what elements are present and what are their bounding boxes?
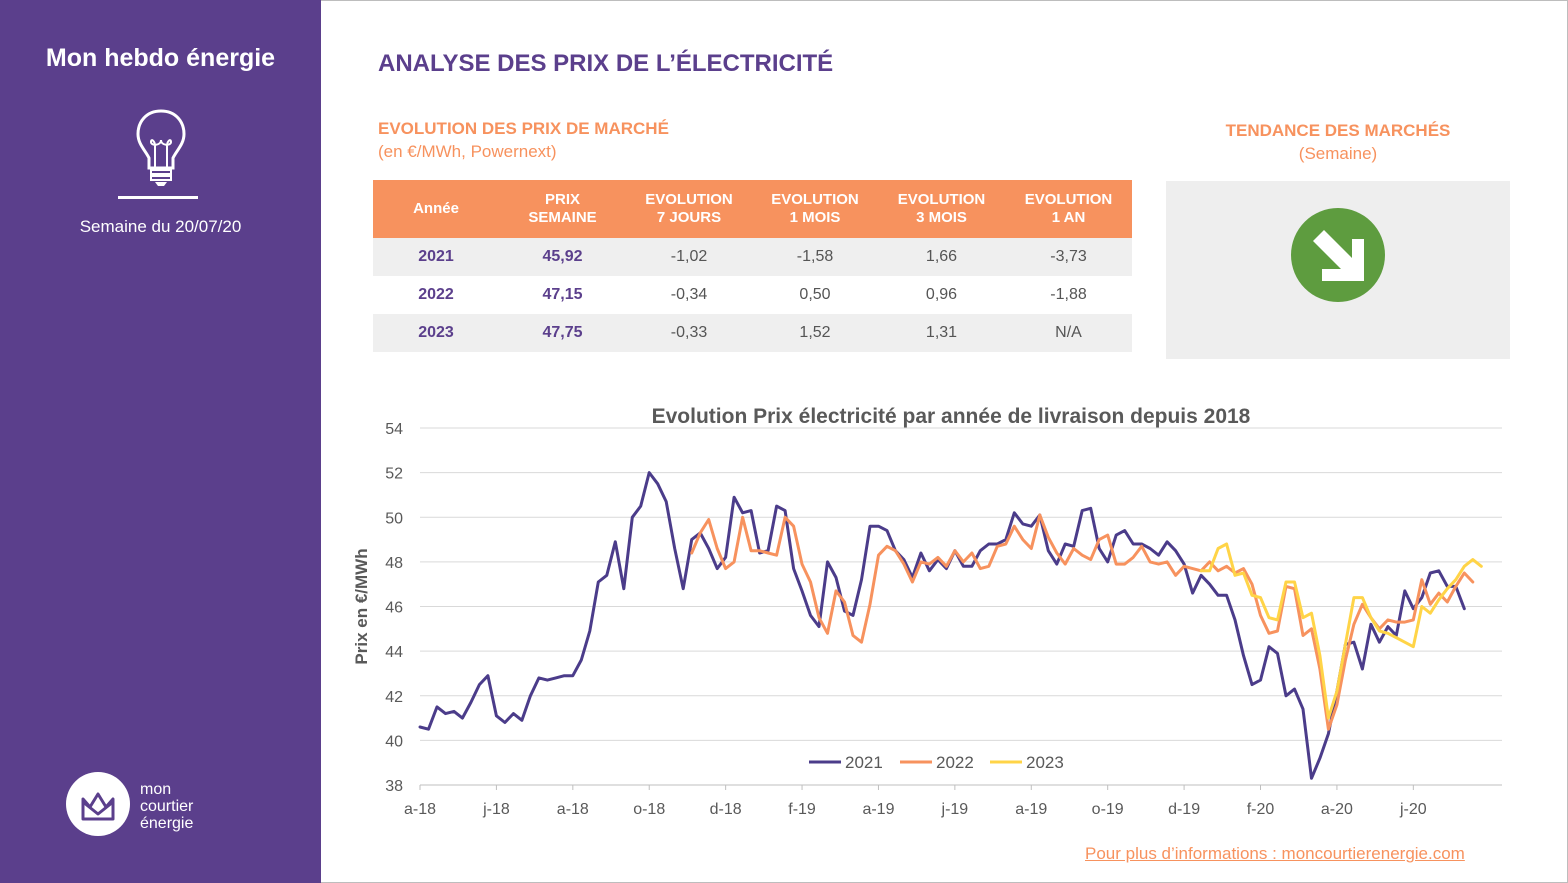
- header-line: EVOLUTION: [897, 191, 986, 208]
- table-row: 2021 45,92 -1,02 -1,58 1,66 -3,73: [373, 238, 1132, 276]
- x-tick-label: f-20: [1247, 801, 1275, 818]
- market-unit: (en €/MWh, Powernext): [378, 142, 557, 161]
- y-tick-label: 48: [385, 555, 403, 572]
- logo: [66, 772, 130, 836]
- divider: [118, 196, 198, 199]
- header-1year: EVOLUTION 1 AN: [1005, 180, 1132, 238]
- x-tick-label: o-19: [1092, 801, 1124, 818]
- x-tick-label: j-20: [1399, 801, 1427, 818]
- series-line-2023: [1199, 542, 1483, 720]
- cell-1year: N/A: [1005, 314, 1132, 352]
- header-3months: EVOLUTION 3 MOIS: [878, 180, 1005, 238]
- series-line-2021: [418, 471, 1466, 780]
- y-axis-label: Prix en €/MWh: [352, 548, 371, 664]
- lightbulb-icon: [136, 109, 186, 186]
- x-tick-label: j-18: [482, 801, 510, 818]
- x-tick-label: f-19: [788, 801, 816, 818]
- header-line: 1 MOIS: [789, 209, 841, 226]
- cell-year: 2022: [418, 286, 454, 303]
- market-title: EVOLUTION DES PRIX DE MARCHÉ: [378, 119, 669, 138]
- page-title: ANALYSE DES PRIX DE L’ÉLECTRICITÉ: [378, 50, 834, 77]
- cell-7days: -0,34: [670, 286, 708, 303]
- cell-7days: -1,02: [626, 238, 752, 276]
- crown-envelope-icon: [81, 792, 115, 821]
- cell-1year: -3,73: [1005, 238, 1132, 276]
- cell-price: 45,92: [499, 238, 626, 276]
- header-line: Année: [413, 200, 459, 217]
- header-line: 3 MOIS: [916, 209, 967, 226]
- table-row: 2023 47,75 -0,33 1,52 1,31 N/A: [373, 314, 1132, 352]
- header-1month: EVOLUTION 1 MOIS: [752, 180, 878, 238]
- table-row: 2022 47,15 -0,34 0,50 0,96 -1,88: [373, 276, 1132, 314]
- y-tick-label: 54: [385, 421, 403, 438]
- x-tick-label: a-20: [1321, 801, 1353, 818]
- price-table: Année PRIX SEMAINE EVOLUTION 7 JOURS EVOLU…: [373, 180, 1132, 352]
- cell-year: 2023: [373, 314, 499, 352]
- logo-text: mon courtier énergie: [140, 781, 193, 832]
- cell-1month: -1,58: [752, 238, 878, 276]
- trend-title: TENDANCE DES MARCHÉS: [1225, 121, 1451, 140]
- x-tick-label: a-18: [557, 801, 589, 818]
- x-tick-label: d-18: [710, 801, 742, 818]
- logo-line: courtier: [140, 798, 194, 815]
- table-header-row: Année PRIX SEMAINE EVOLUTION 7 JOURS EVOLU…: [373, 180, 1132, 238]
- x-tick-label: d-19: [1168, 801, 1200, 818]
- legend-label: 2021: [845, 753, 883, 772]
- x-tick-label: a-19: [1015, 801, 1047, 818]
- cell-1month: 1,52: [752, 314, 878, 352]
- cell-price: 47,15: [542, 286, 583, 303]
- x-tick-label: o-18: [633, 801, 665, 818]
- cell-7days: -0,33: [626, 314, 752, 352]
- logo-line: énergie: [140, 815, 194, 832]
- cell-3months: 1,31: [878, 314, 1005, 352]
- legend-label: 2023: [1026, 753, 1064, 772]
- cell-price: 47,75: [499, 314, 626, 352]
- x-tick-label: a-18: [404, 801, 436, 818]
- cell-3months: 0,96: [925, 286, 958, 303]
- series-line-2022: [690, 513, 1475, 731]
- info-link[interactable]: Pour plus d’informations : moncourtieren…: [1085, 844, 1465, 863]
- header-line: EVOLUTION: [1024, 191, 1113, 208]
- x-tick-label: j-19: [941, 801, 969, 818]
- y-tick-label: 38: [385, 778, 403, 795]
- legend-label: 2022: [936, 753, 974, 772]
- header-line: EVOLUTION: [645, 191, 733, 208]
- sidebar-title: Mon hebdo énergie: [45, 44, 276, 72]
- chart-title: Evolution Prix électricité par année de …: [651, 405, 1251, 428]
- y-tick-label: 40: [385, 733, 403, 750]
- header-line: PRIX: [544, 191, 580, 208]
- header-year: Année: [373, 180, 499, 238]
- x-tick-label: a-19: [862, 801, 894, 818]
- y-tick-label: 46: [385, 600, 403, 617]
- cell-1month: 0,50: [799, 286, 831, 303]
- week-label: Semaine du 20/07/20: [79, 217, 242, 236]
- header-price: PRIX SEMAINE: [499, 180, 626, 238]
- cell-3months: 1,66: [878, 238, 1005, 276]
- cell-year: 2021: [373, 238, 499, 276]
- header-line: SEMAINE: [528, 209, 597, 226]
- logo-line: mon: [140, 781, 172, 798]
- trend-box: [1166, 181, 1510, 359]
- down-right-arrow-icon: [1291, 208, 1385, 302]
- sidebar: Mon hebdo énergie Semaine du 20/07/20 mo…: [0, 0, 321, 883]
- header-line: EVOLUTION: [771, 191, 859, 208]
- header-7days: EVOLUTION 7 JOURS: [626, 180, 752, 238]
- header-line: 7 JOURS: [656, 209, 722, 226]
- cell-1year: -1,88: [1050, 286, 1087, 303]
- y-tick-label: 52: [385, 466, 403, 483]
- header-line: 1 AN: [1051, 209, 1086, 226]
- y-tick-label: 44: [385, 644, 403, 661]
- y-tick-label: 42: [385, 689, 403, 706]
- y-tick-label: 50: [385, 510, 403, 527]
- trend-subtitle: (Semaine): [1298, 144, 1378, 163]
